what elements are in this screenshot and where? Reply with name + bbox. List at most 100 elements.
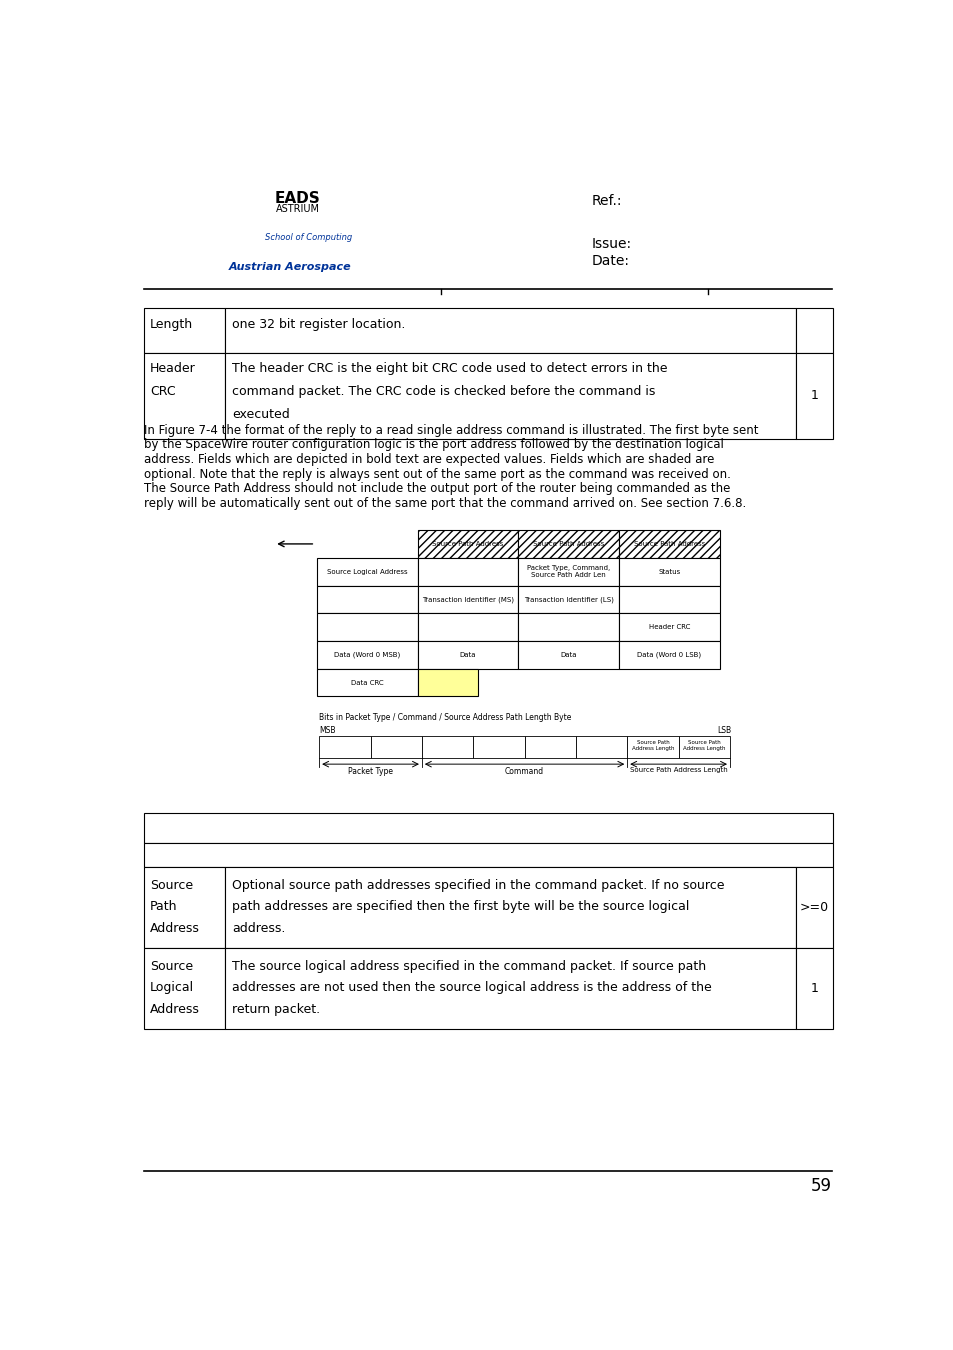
Text: Source Path
Address Length: Source Path Address Length: [682, 740, 725, 751]
Text: by the SpaceWire router configuration logic is the port address followed by the : by the SpaceWire router configuration lo…: [144, 439, 723, 451]
Text: >=0: >=0: [799, 902, 828, 914]
Bar: [316, 558, 417, 586]
Text: ASTRIUM: ASTRIUM: [275, 204, 319, 215]
Bar: [370, 736, 421, 757]
Text: return packet.: return packet.: [233, 1003, 320, 1015]
Text: path addresses are specified then the first byte will be the source logical: path addresses are specified then the fi…: [233, 900, 689, 914]
Text: Source: Source: [150, 960, 193, 973]
Bar: [524, 736, 576, 757]
Bar: [517, 558, 618, 586]
Text: MSB: MSB: [319, 726, 335, 734]
Bar: [144, 352, 224, 439]
Bar: [417, 586, 517, 613]
Text: optional. Note that the reply is always sent out of the same port as the command: optional. Note that the reply is always …: [144, 467, 730, 481]
Bar: [795, 948, 832, 1029]
Bar: [144, 948, 224, 1029]
Text: Data (Word 0 MSB): Data (Word 0 MSB): [334, 652, 400, 657]
Text: Ref.:: Ref.:: [592, 194, 622, 208]
Text: Source Path Address: Source Path Address: [533, 541, 604, 547]
Text: Address: Address: [150, 1003, 200, 1015]
Bar: [316, 641, 417, 668]
Bar: [144, 867, 224, 948]
Text: address.: address.: [233, 922, 286, 936]
Text: addresses are not used then the source logical address is the address of the: addresses are not used then the source l…: [233, 981, 711, 995]
Bar: [473, 736, 524, 757]
Bar: [224, 867, 795, 948]
Text: Transaction Identifier (LS): Transaction Identifier (LS): [523, 597, 613, 602]
Bar: [224, 352, 795, 439]
Text: Bits in Packet Type / Command / Source Address Path Length Byte: Bits in Packet Type / Command / Source A…: [319, 713, 571, 722]
Text: 1: 1: [810, 389, 818, 402]
Text: Command: Command: [504, 767, 543, 776]
Bar: [316, 613, 417, 641]
Text: Source Path Address Length: Source Path Address Length: [629, 767, 727, 774]
Bar: [576, 736, 627, 757]
Bar: [618, 586, 720, 613]
Text: Data: Data: [560, 652, 577, 657]
Bar: [421, 736, 473, 757]
Bar: [517, 586, 618, 613]
Text: Austrian Aerospace: Austrian Aerospace: [228, 262, 351, 273]
Text: Path: Path: [150, 900, 177, 914]
Text: EADS: EADS: [274, 192, 320, 207]
Bar: [417, 613, 517, 641]
Bar: [627, 736, 678, 757]
Text: Date:: Date:: [592, 254, 629, 269]
Text: Status: Status: [658, 568, 679, 575]
Text: Issue:: Issue:: [592, 238, 632, 251]
Text: LSB: LSB: [717, 726, 731, 734]
Bar: [224, 948, 795, 1029]
Bar: [316, 586, 417, 613]
Bar: [319, 736, 370, 757]
Text: In Figure 7-4 the format of the reply to a read single address command is illust: In Figure 7-4 the format of the reply to…: [144, 424, 758, 437]
Bar: [417, 531, 517, 558]
Bar: [224, 308, 795, 352]
Text: executed: executed: [233, 409, 290, 421]
Bar: [517, 531, 618, 558]
Bar: [517, 641, 618, 668]
Text: one 32 bit register location.: one 32 bit register location.: [233, 317, 405, 331]
Bar: [144, 842, 832, 867]
Text: Source Path
Address Length: Source Path Address Length: [631, 740, 674, 751]
Text: reply will be automatically sent out of the same port that the command arrived o: reply will be automatically sent out of …: [144, 497, 745, 510]
Bar: [618, 531, 720, 558]
Text: The source logical address specified in the command packet. If source path: The source logical address specified in …: [233, 960, 706, 973]
Bar: [144, 814, 832, 842]
Text: Source Path Address: Source Path Address: [633, 541, 704, 547]
Bar: [795, 352, 832, 439]
Bar: [144, 308, 224, 352]
Text: address. Fields which are depicted in bold text are expected values. Fields whic: address. Fields which are depicted in bo…: [144, 454, 714, 466]
Text: Length: Length: [150, 317, 193, 331]
Text: Data CRC: Data CRC: [351, 679, 383, 686]
Text: Packet Type, Command,
Source Path Addr Len: Packet Type, Command, Source Path Addr L…: [527, 566, 610, 578]
Text: command packet. The CRC code is checked before the command is: command packet. The CRC code is checked …: [233, 385, 655, 398]
Text: Header: Header: [150, 362, 195, 375]
Text: CRC: CRC: [150, 385, 175, 398]
Bar: [417, 641, 517, 668]
Text: Source Path Address: Source Path Address: [432, 541, 503, 547]
Bar: [517, 613, 618, 641]
Bar: [417, 558, 517, 586]
Text: Transaction Identifier (MS): Transaction Identifier (MS): [421, 597, 514, 602]
Text: Optional source path addresses specified in the command packet. If no source: Optional source path addresses specified…: [233, 879, 724, 892]
Text: Logical: Logical: [150, 981, 194, 995]
Text: Header CRC: Header CRC: [648, 624, 689, 630]
Bar: [316, 668, 417, 697]
Bar: [417, 668, 477, 697]
Bar: [795, 308, 832, 352]
Bar: [795, 867, 832, 948]
Text: The header CRC is the eight bit CRC code used to detect errors in the: The header CRC is the eight bit CRC code…: [233, 362, 667, 375]
Text: 1: 1: [810, 981, 818, 995]
Text: Address: Address: [150, 922, 200, 936]
Bar: [618, 641, 720, 668]
Bar: [618, 558, 720, 586]
Text: School of Computing: School of Computing: [265, 232, 353, 242]
Text: Data (Word 0 LSB): Data (Word 0 LSB): [637, 652, 700, 657]
Text: The Source Path Address should not include the output port of the router being c: The Source Path Address should not inclu…: [144, 482, 730, 495]
Text: Data: Data: [459, 652, 476, 657]
Text: Source: Source: [150, 879, 193, 892]
Text: Packet Type: Packet Type: [348, 767, 393, 776]
Bar: [678, 736, 729, 757]
Text: Source Logical Address: Source Logical Address: [327, 568, 407, 575]
Text: 59: 59: [810, 1177, 831, 1195]
